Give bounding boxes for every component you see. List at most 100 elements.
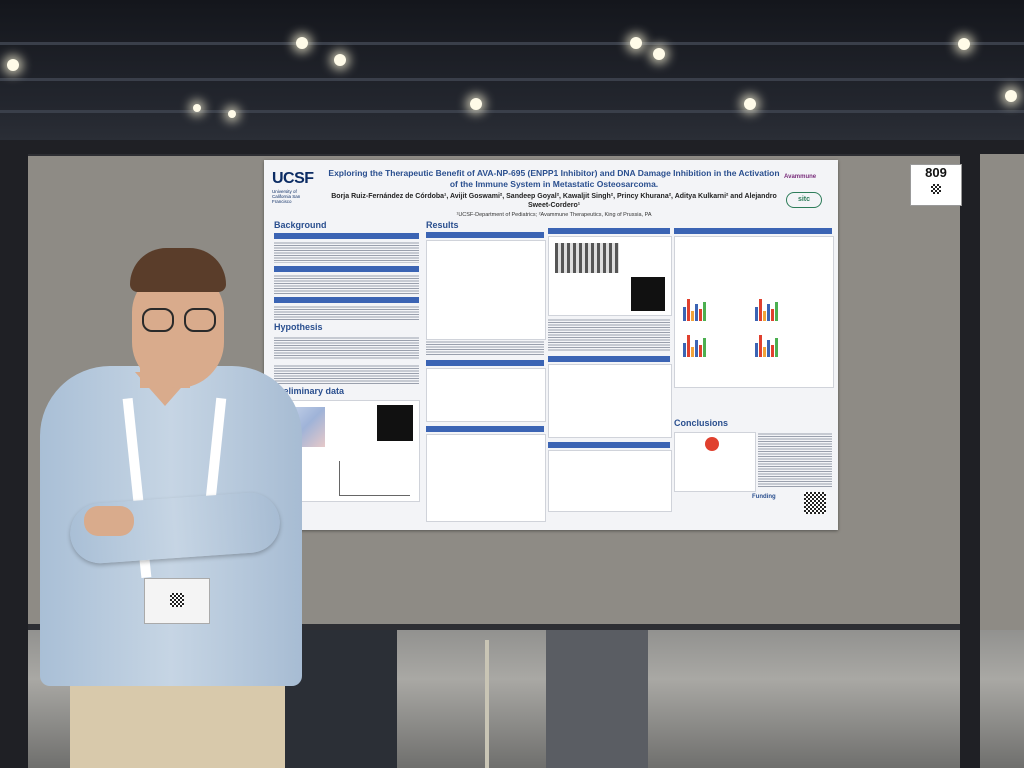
section-bar bbox=[426, 360, 544, 366]
ceiling-light bbox=[228, 110, 236, 118]
text-block bbox=[274, 364, 419, 384]
name-badge bbox=[144, 578, 210, 624]
avammune-logo: Avammune bbox=[784, 174, 817, 180]
hair bbox=[130, 248, 226, 292]
bar-chart bbox=[755, 297, 778, 321]
bar-mark bbox=[703, 338, 706, 357]
gel-image bbox=[555, 243, 619, 273]
presenter bbox=[40, 248, 302, 768]
qr-code-icon bbox=[931, 184, 941, 194]
bar-mark bbox=[759, 335, 762, 357]
bar-chart bbox=[683, 297, 706, 321]
poster-affiliations: ¹UCSF-Department of Pediatrics; ²Avammun… bbox=[456, 212, 652, 218]
bar-mark bbox=[703, 302, 706, 321]
section-bar bbox=[674, 228, 832, 234]
mechanism-diagram bbox=[674, 432, 756, 492]
section-bar bbox=[426, 232, 544, 238]
bar-mark bbox=[695, 304, 698, 321]
ceiling-truss bbox=[0, 42, 1024, 45]
bar-mark bbox=[687, 299, 690, 321]
glasses-right-lens bbox=[184, 308, 216, 332]
ceiling-light bbox=[193, 104, 201, 112]
qr-code-icon bbox=[170, 593, 184, 607]
ucsf-logo-subtitle: University of California San Francisco bbox=[272, 189, 301, 204]
bar-mark bbox=[691, 311, 694, 321]
ceiling-light bbox=[334, 54, 346, 66]
section-preliminary-data: Preliminary data bbox=[274, 386, 345, 396]
cell-icon bbox=[705, 437, 719, 451]
person-legs bbox=[546, 630, 648, 768]
section-results: Results bbox=[426, 220, 459, 230]
text-block bbox=[274, 274, 419, 294]
bar-mark bbox=[683, 307, 686, 321]
research-poster: UCSF University of California San Franci… bbox=[264, 160, 838, 530]
board-number-card: 809 bbox=[910, 164, 962, 206]
curve-plot bbox=[339, 461, 410, 496]
ceiling-light bbox=[630, 37, 642, 49]
bar-mark bbox=[687, 335, 690, 357]
ceiling-light bbox=[653, 48, 665, 60]
bar-mark bbox=[763, 347, 766, 357]
blot-image bbox=[377, 405, 413, 441]
section-bar bbox=[274, 233, 419, 239]
bar-mark bbox=[767, 304, 770, 321]
ceiling-truss bbox=[0, 78, 1024, 81]
ceiling bbox=[0, 0, 1024, 150]
figure-panel bbox=[426, 434, 546, 522]
figure-panel bbox=[426, 240, 546, 340]
glasses-left-lens bbox=[142, 308, 174, 332]
bar-mark bbox=[691, 347, 694, 357]
text-block bbox=[274, 305, 419, 320]
board-number: 809 bbox=[925, 165, 947, 180]
section-funding: Funding bbox=[752, 494, 776, 500]
text-block bbox=[548, 318, 670, 352]
bar-mark bbox=[699, 345, 702, 357]
poster-authors: Borja Ruiz-Fernández de Córdoba¹, Avijit… bbox=[331, 193, 777, 209]
ceiling-light bbox=[1005, 90, 1017, 102]
figure-panel bbox=[548, 450, 672, 512]
poster-title: Exploring the Therapeutic Benefit of AVA… bbox=[328, 168, 780, 189]
bar-mark bbox=[683, 343, 686, 357]
section-bar bbox=[426, 426, 544, 432]
section-bar bbox=[274, 266, 419, 272]
board-post bbox=[960, 140, 980, 768]
bar-mark bbox=[771, 309, 774, 321]
section-bar bbox=[274, 297, 419, 303]
qr-code-icon bbox=[804, 492, 826, 514]
section-bar bbox=[548, 442, 670, 448]
board-post bbox=[0, 140, 28, 768]
microscopy-image bbox=[631, 277, 665, 311]
bar-mark bbox=[775, 338, 778, 357]
board-top-frame bbox=[0, 140, 1024, 154]
figure-panel bbox=[426, 368, 546, 422]
sitc-logo: sitc bbox=[786, 192, 822, 208]
ceiling-truss bbox=[0, 110, 1024, 113]
ucsf-logo: UCSF bbox=[272, 170, 314, 187]
section-background: Background bbox=[274, 220, 327, 230]
ceiling-light bbox=[7, 59, 19, 71]
bar-chart bbox=[683, 333, 706, 357]
text-block bbox=[274, 241, 419, 263]
bar-chart bbox=[755, 333, 778, 357]
text-block bbox=[274, 336, 419, 360]
section-bar bbox=[548, 228, 670, 234]
ceiling-light bbox=[744, 98, 756, 110]
bar-mark bbox=[755, 343, 758, 357]
ceiling-light bbox=[958, 38, 970, 50]
text-block bbox=[426, 340, 544, 356]
hand bbox=[84, 506, 134, 536]
figure-panel bbox=[548, 236, 672, 316]
ceiling-light bbox=[296, 37, 308, 49]
section-conclusions: Conclusions bbox=[674, 418, 729, 428]
section-bar bbox=[548, 356, 670, 362]
bar-mark bbox=[699, 309, 702, 321]
bar-mark bbox=[763, 311, 766, 321]
text-block bbox=[758, 432, 832, 488]
bar-mark bbox=[775, 302, 778, 321]
bar-mark bbox=[771, 345, 774, 357]
bar-mark bbox=[695, 340, 698, 357]
bar-mark bbox=[759, 299, 762, 321]
bar-mark bbox=[755, 307, 758, 321]
section-hypothesis: Hypothesis bbox=[274, 322, 323, 332]
bar-chart-figure bbox=[674, 236, 834, 388]
